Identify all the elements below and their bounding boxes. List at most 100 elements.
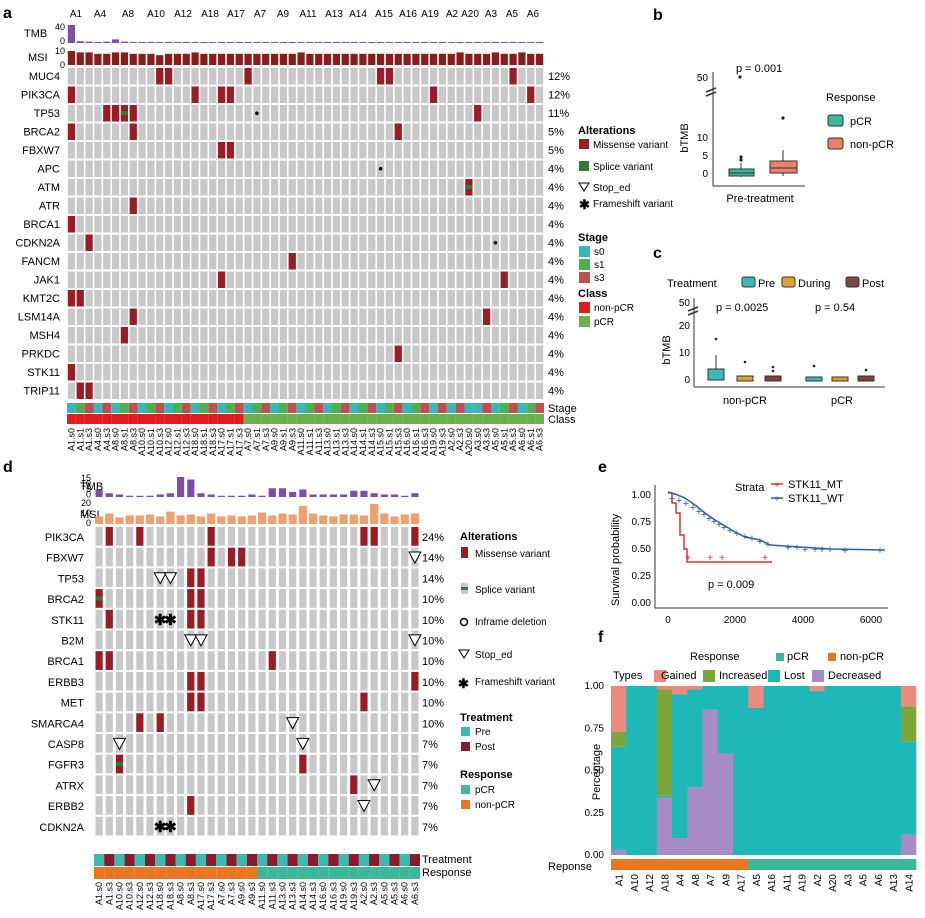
pd-cell xyxy=(268,692,276,712)
pa-sample-label: A16.s1 xyxy=(411,428,421,456)
pd-cell xyxy=(248,568,256,588)
pa-cell xyxy=(527,345,535,362)
pa-class-cell xyxy=(464,414,474,424)
pa-msi-bar xyxy=(527,53,535,65)
pa-cell xyxy=(138,382,146,399)
pd-cell xyxy=(177,630,185,650)
pa-cell xyxy=(262,123,270,140)
pa-sample-label: A14.s3 xyxy=(367,428,377,456)
pa-cell xyxy=(156,105,164,122)
pf-bar-decreased xyxy=(656,797,673,855)
pa-tmb-bar xyxy=(129,42,137,43)
pa-cell xyxy=(76,216,84,233)
pa-cell xyxy=(403,234,411,251)
pa-cell xyxy=(447,382,455,399)
pa-cell xyxy=(527,234,535,251)
pe-censor-marks: + + + ++ + + + ++++++ + + + + + + + + + + + + + + xyxy=(669,493,883,564)
pa-class-cell xyxy=(473,414,483,424)
pd-sample-label: A18.s0 xyxy=(155,882,165,910)
pa-gene-label: BRCA1 xyxy=(23,219,60,231)
pa-patient-label: A1 xyxy=(70,9,83,20)
pa-cell xyxy=(138,216,146,233)
pa-stage-bar-label: Stage xyxy=(548,403,577,415)
pd-cell xyxy=(207,713,215,732)
pd-cell xyxy=(411,651,419,670)
pa-cell xyxy=(147,253,155,270)
pa-cell xyxy=(182,234,190,251)
pa-cell xyxy=(297,308,305,325)
pc-pvalue-nonpcr: p = 0.0025 xyxy=(716,302,768,314)
pd-cell xyxy=(258,651,266,670)
pd-cell xyxy=(115,671,124,691)
pd-response-cell xyxy=(226,867,237,879)
pd-cell xyxy=(197,816,205,836)
pd-cell xyxy=(248,713,256,732)
pd-missense-cell xyxy=(136,527,144,546)
pa-class-cell xyxy=(252,414,262,424)
pa-cell xyxy=(429,327,438,344)
pa-cell xyxy=(447,197,455,214)
pa-cell xyxy=(209,160,217,177)
pa-cell xyxy=(518,290,526,307)
pd-cell xyxy=(360,713,368,732)
pd-cell xyxy=(319,754,327,774)
pd-response-cell xyxy=(318,867,329,879)
pd-cell xyxy=(115,589,124,608)
pa-percent: 11% xyxy=(548,108,569,120)
pa-msi-bar xyxy=(156,55,164,65)
pa-cell xyxy=(297,68,305,85)
pa-cell xyxy=(182,308,190,325)
pd-cell xyxy=(268,547,276,567)
pa-cell xyxy=(209,345,217,362)
pa-cell xyxy=(67,105,76,122)
pa-cell xyxy=(385,179,394,196)
pa-tmb-bar xyxy=(67,25,76,43)
pa-sample-label: A10.s1 xyxy=(146,428,156,456)
pa-legend-s3: s3 xyxy=(594,273,605,284)
pa-missense-cell xyxy=(429,86,438,103)
pa-class-cell xyxy=(181,414,191,424)
pa-cell xyxy=(279,197,288,214)
pd-cell xyxy=(177,816,185,836)
pf-response-cell xyxy=(687,859,703,870)
pd-cell xyxy=(380,630,388,650)
pa-cell xyxy=(164,216,173,233)
pd-cell xyxy=(227,775,236,795)
pc-legend-pre: Pre xyxy=(758,278,775,290)
pa-cell xyxy=(209,142,217,159)
pd-cell xyxy=(217,547,225,567)
pf-bar-lost xyxy=(641,686,658,855)
pa-cell xyxy=(270,142,279,159)
pa-cell xyxy=(200,105,208,122)
pb-legend-pcr: pCR xyxy=(850,116,872,128)
pa-class-cell xyxy=(332,414,341,424)
pa-patient-label: A20 xyxy=(461,9,479,20)
pa-cell xyxy=(138,290,146,307)
pd-cell xyxy=(319,713,327,732)
pf-legend-increased-swatch xyxy=(703,670,715,682)
pa-cell xyxy=(244,271,252,288)
pa-class-cell xyxy=(393,414,403,424)
pa-class-cell xyxy=(287,414,297,424)
pe-curve-mt xyxy=(668,492,772,563)
pc-legend-post: Post xyxy=(862,278,884,290)
pa-cell xyxy=(368,179,376,196)
pd-cell xyxy=(248,589,256,608)
pd-cell xyxy=(258,630,266,650)
pa-msi-bar xyxy=(474,53,482,65)
pa-cell xyxy=(429,105,438,122)
pa-cell xyxy=(527,197,535,214)
pd-cell xyxy=(309,796,317,815)
pa-cell xyxy=(421,142,429,159)
pa-cell xyxy=(156,234,164,251)
pa-cell xyxy=(209,327,217,344)
pd-gene-label: ATRX xyxy=(55,780,84,792)
pd-cell xyxy=(278,754,287,774)
pa-cell xyxy=(500,142,508,159)
pa-cell xyxy=(394,216,402,233)
pd-cell xyxy=(207,734,215,753)
pa-cell xyxy=(253,216,261,233)
pd-cell xyxy=(268,568,276,588)
pa-stage-cell xyxy=(111,403,120,413)
pa-msi-bar xyxy=(191,52,199,65)
